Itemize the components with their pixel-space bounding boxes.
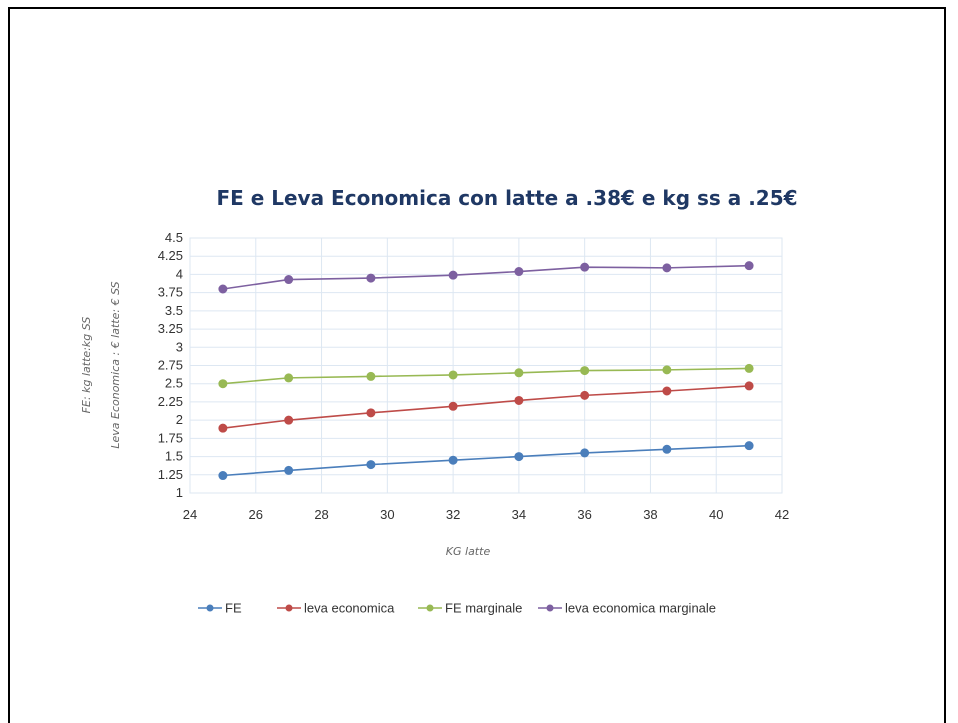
data-point bbox=[580, 448, 590, 458]
data-point bbox=[514, 368, 524, 378]
data-point bbox=[218, 471, 228, 481]
x-tick-label: 32 bbox=[446, 507, 460, 522]
y-tick-label: 1.5 bbox=[165, 449, 183, 464]
data-point bbox=[580, 262, 590, 272]
legend-marker bbox=[206, 604, 214, 612]
series-line bbox=[222, 367, 750, 385]
x-tick-label: 34 bbox=[512, 507, 526, 522]
data-point bbox=[366, 273, 376, 283]
legend-label: FE bbox=[225, 601, 242, 616]
series-line bbox=[222, 385, 750, 429]
y-axis-title-line1: FE: kg latte:kg SS bbox=[80, 317, 93, 414]
data-point bbox=[744, 363, 754, 373]
legend-marker bbox=[285, 604, 293, 612]
chart-grid bbox=[189, 237, 783, 494]
chart-legend: FE leva economica FE marginale leva economi… bbox=[198, 601, 716, 616]
data-point bbox=[284, 465, 294, 475]
data-point bbox=[366, 460, 376, 470]
data-point bbox=[514, 267, 524, 277]
series-layer bbox=[218, 261, 754, 481]
legend-item: leva economica bbox=[277, 601, 395, 616]
x-tick-label: 24 bbox=[183, 507, 197, 522]
data-point bbox=[448, 401, 458, 411]
y-tick-label: 2 bbox=[176, 412, 183, 427]
x-tick-label: 36 bbox=[577, 507, 591, 522]
data-point bbox=[744, 381, 754, 391]
legend-item: leva economica marginale bbox=[538, 601, 716, 616]
series-leva-economica-marginale bbox=[218, 261, 754, 294]
x-tick-label: 38 bbox=[643, 507, 657, 522]
legend-label: FE marginale bbox=[445, 601, 522, 616]
x-tick-label: 40 bbox=[709, 507, 723, 522]
data-point bbox=[744, 441, 754, 451]
x-tick-label: 28 bbox=[314, 507, 328, 522]
plot-area bbox=[189, 237, 783, 494]
y-tick-label: 4.5 bbox=[165, 230, 183, 245]
legend-marker bbox=[426, 604, 434, 612]
data-point bbox=[366, 371, 376, 381]
legend-label: leva economica bbox=[304, 601, 395, 616]
data-point bbox=[580, 366, 590, 376]
data-point bbox=[218, 284, 228, 294]
series-leva-economica bbox=[218, 381, 754, 433]
x-tick-label: 42 bbox=[775, 507, 789, 522]
data-point bbox=[662, 444, 672, 454]
y-tick-label: 3 bbox=[176, 339, 183, 354]
data-point bbox=[448, 370, 458, 380]
y-tick-label: 1.75 bbox=[158, 430, 183, 445]
legend-marker bbox=[546, 604, 554, 612]
y-tick-label: 3.75 bbox=[158, 285, 183, 300]
data-point bbox=[218, 423, 228, 433]
data-point bbox=[284, 415, 294, 425]
data-point bbox=[218, 379, 228, 389]
series-fe-marginale bbox=[218, 363, 754, 389]
chart-title: FE e Leva Economica con latte a .38€ e k… bbox=[216, 186, 797, 210]
data-point bbox=[514, 395, 524, 405]
x-tick-label: 26 bbox=[249, 507, 263, 522]
y-axis-title-line2: Leva Economica : € latte: € SS bbox=[109, 281, 122, 448]
data-point bbox=[448, 455, 458, 465]
y-tick-label: 1.25 bbox=[158, 467, 183, 482]
data-point bbox=[366, 408, 376, 418]
data-point bbox=[284, 373, 294, 383]
data-point bbox=[284, 275, 294, 285]
data-point bbox=[580, 390, 590, 400]
x-axis-title: KG latte bbox=[446, 545, 491, 558]
y-axis-ticks: 1 1.25 1.5 1.75 2 2.25 2.5 2.75 3 3.25 3.5 3.75 4 4.2… bbox=[158, 230, 183, 500]
y-tick-label: 2.5 bbox=[165, 376, 183, 391]
legend-item: FE marginale bbox=[418, 601, 522, 616]
y-tick-label: 3.25 bbox=[158, 321, 183, 336]
series-line bbox=[222, 444, 750, 477]
legend-label: leva economica marginale bbox=[565, 601, 716, 616]
data-point bbox=[662, 386, 672, 396]
y-tick-label: 4 bbox=[176, 266, 183, 281]
legend-item: FE bbox=[198, 601, 242, 616]
data-point bbox=[662, 263, 672, 273]
series-line bbox=[222, 264, 750, 290]
y-tick-label: 2.75 bbox=[158, 358, 183, 373]
data-point bbox=[448, 270, 458, 280]
data-point bbox=[662, 365, 672, 375]
y-tick-label: 3.5 bbox=[165, 303, 183, 318]
series-fe bbox=[218, 441, 754, 481]
y-tick-label: 4.25 bbox=[158, 248, 183, 263]
x-tick-label: 30 bbox=[380, 507, 394, 522]
y-tick-label: 2.25 bbox=[158, 394, 183, 409]
data-point bbox=[514, 452, 524, 462]
data-point bbox=[744, 261, 754, 271]
x-axis-ticks: 24 26 28 30 32 34 36 38 40 42 bbox=[183, 507, 789, 522]
y-tick-label: 1 bbox=[176, 485, 183, 500]
